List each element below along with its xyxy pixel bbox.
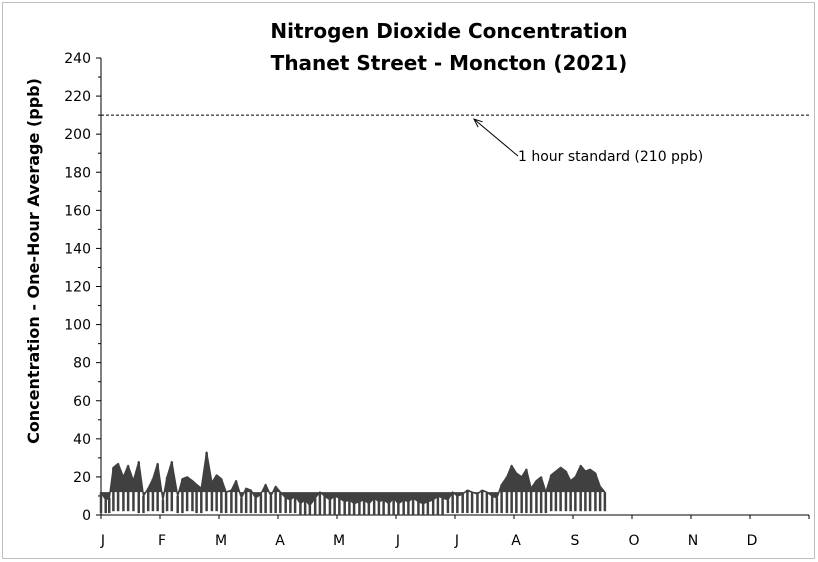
x-tick-label: J [395, 533, 400, 549]
y-tick-label: 220 [64, 89, 91, 105]
y-tick-label: 60 [73, 394, 91, 410]
chart-title-line2: Thanet Street - Moncton (2021) [271, 51, 628, 75]
y-axis-label: Concentration - One-Hour Average (ppb) [24, 78, 43, 444]
reference-line-label: 1 hour standard (210 ppb) [518, 149, 703, 165]
x-tick-label: D [747, 533, 758, 549]
y-tick-label: 140 [64, 241, 91, 257]
series-0-area [100, 451, 606, 507]
chart-title-line1: Nitrogen Dioxide Concentration [270, 19, 627, 43]
x-tick-label: J [100, 533, 105, 549]
x-tick-label: S [571, 533, 580, 549]
series-layer [99, 451, 607, 515]
y-tick-label: 40 [73, 432, 91, 448]
y-tick-label: 200 [64, 127, 91, 143]
y-tick-label: 180 [64, 165, 91, 181]
y-tick-label: 80 [73, 356, 91, 372]
y-tick-label: 160 [64, 203, 91, 219]
x-tick-label: M [215, 533, 227, 549]
y-tick-label: 100 [64, 318, 91, 334]
annotation-arrow-head [473, 118, 483, 128]
x-tick-label: M [333, 533, 345, 549]
x-tick-label: N [688, 533, 698, 549]
y-tick-label: 20 [73, 470, 91, 486]
x-tick-label: A [511, 533, 521, 549]
x-tick-label: J [454, 533, 459, 549]
annotation-arrow [473, 118, 519, 157]
y-tick-label: 0 [82, 508, 91, 524]
y-tick-label: 120 [64, 280, 91, 296]
y-axis: 0 20 40 60 80 100 120 140 160 180 200 220 240 [64, 51, 102, 524]
x-tick-label: A [275, 533, 285, 549]
x-tick-label: F [158, 533, 166, 549]
x-tick-label: O [628, 533, 639, 549]
y-tick-label: 240 [64, 51, 91, 67]
